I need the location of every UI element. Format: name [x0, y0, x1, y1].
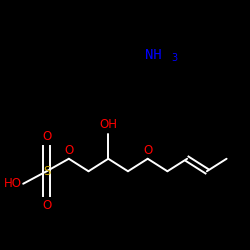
Text: OH: OH [99, 118, 117, 131]
Text: O: O [42, 199, 51, 212]
Text: NH: NH [145, 48, 162, 62]
Text: HO: HO [4, 177, 22, 190]
Text: O: O [143, 144, 152, 158]
Text: 3: 3 [172, 53, 178, 63]
Text: O: O [64, 144, 74, 158]
Text: S: S [43, 165, 50, 178]
Text: O: O [42, 130, 51, 143]
